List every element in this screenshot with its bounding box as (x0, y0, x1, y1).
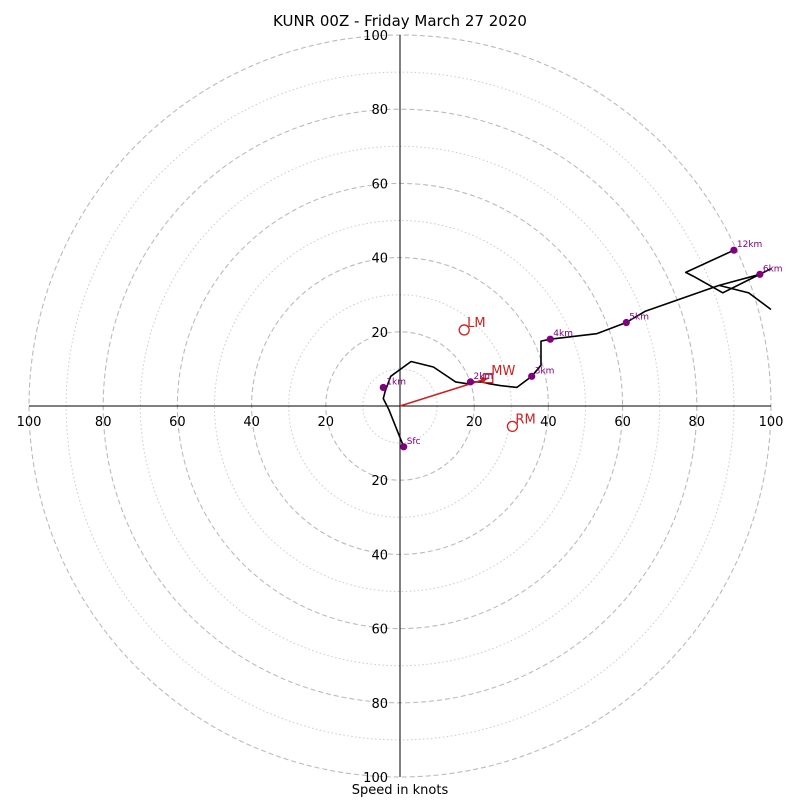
tick-label-top-100: 100 (363, 29, 388, 44)
tick-label-right-20: 20 (466, 415, 483, 430)
tick-label-bottom-20: 20 (371, 474, 388, 489)
height-label-1km: 1km (386, 377, 406, 387)
height-marker-6km (756, 270, 764, 278)
tick-label-right-60: 60 (614, 415, 631, 430)
storm-motion-label-lm: LM (467, 316, 485, 331)
height-label-3km: 3km (535, 366, 555, 376)
height-marker-4km (546, 335, 554, 343)
height-label-4km: 4km (553, 329, 573, 339)
height-marker-2km (466, 378, 475, 386)
height-marker-3km (528, 372, 536, 380)
height-label-5km: 5km (629, 313, 649, 323)
height-marker-1km (379, 383, 387, 392)
x-axis-label: Speed in knots (351, 783, 449, 798)
tick-label-bottom-40: 40 (371, 548, 388, 563)
storm-motion-label-rm: RM (515, 412, 535, 427)
mean-wind-vector (399, 377, 489, 407)
ring-labels: 20 20 20 20 40 40 40 40 60 60 60 60 80 80 80 80 100 100 10… (17, 29, 784, 786)
tick-label-right-100: 100 (759, 415, 784, 430)
tick-label-left-20: 20 (318, 415, 335, 430)
height-label-6km: 6km (763, 264, 783, 274)
tick-label-top-60: 60 (371, 177, 388, 192)
storm-motion-marker-lm (458, 324, 470, 336)
height-markers: Sfc 1km 2km 3km 4km 5km 6km 12km (379, 240, 783, 451)
tick-label-left-80: 80 (95, 415, 112, 430)
tick-label-top-40: 40 (371, 252, 388, 267)
tick-label-bottom-60: 60 (371, 623, 388, 638)
tick-label-bottom-80: 80 (371, 697, 388, 712)
tick-label-bottom-100: 100 (363, 771, 388, 786)
tick-label-left-60: 60 (169, 415, 186, 430)
height-marker-5km (622, 318, 630, 327)
height-label-sfc: Sfc (407, 437, 421, 447)
tick-label-left-40: 40 (243, 415, 260, 430)
height-marker-12km (730, 246, 738, 254)
hodograph-trace-branch (718, 284, 772, 311)
tick-label-top-80: 80 (371, 103, 388, 118)
chart-title: KUNR 00Z - Friday March 27 2020 (273, 12, 527, 30)
tick-label-left-100: 100 (17, 415, 42, 430)
tick-label-right-80: 80 (689, 415, 706, 430)
height-label-12km: 12km (737, 240, 762, 250)
storm-motion-marker-mw (483, 373, 494, 384)
tick-label-top-20: 20 (371, 326, 388, 341)
storm-motion-label-mw: MW (491, 364, 515, 379)
height-label-2km: 2km (473, 372, 493, 382)
height-marker-sfc (400, 443, 408, 451)
tick-label-right-40: 40 (540, 415, 557, 430)
wind-profile (382, 249, 772, 448)
storm-motion-marker-rm (506, 420, 519, 433)
hodograph-trace (382, 249, 772, 448)
